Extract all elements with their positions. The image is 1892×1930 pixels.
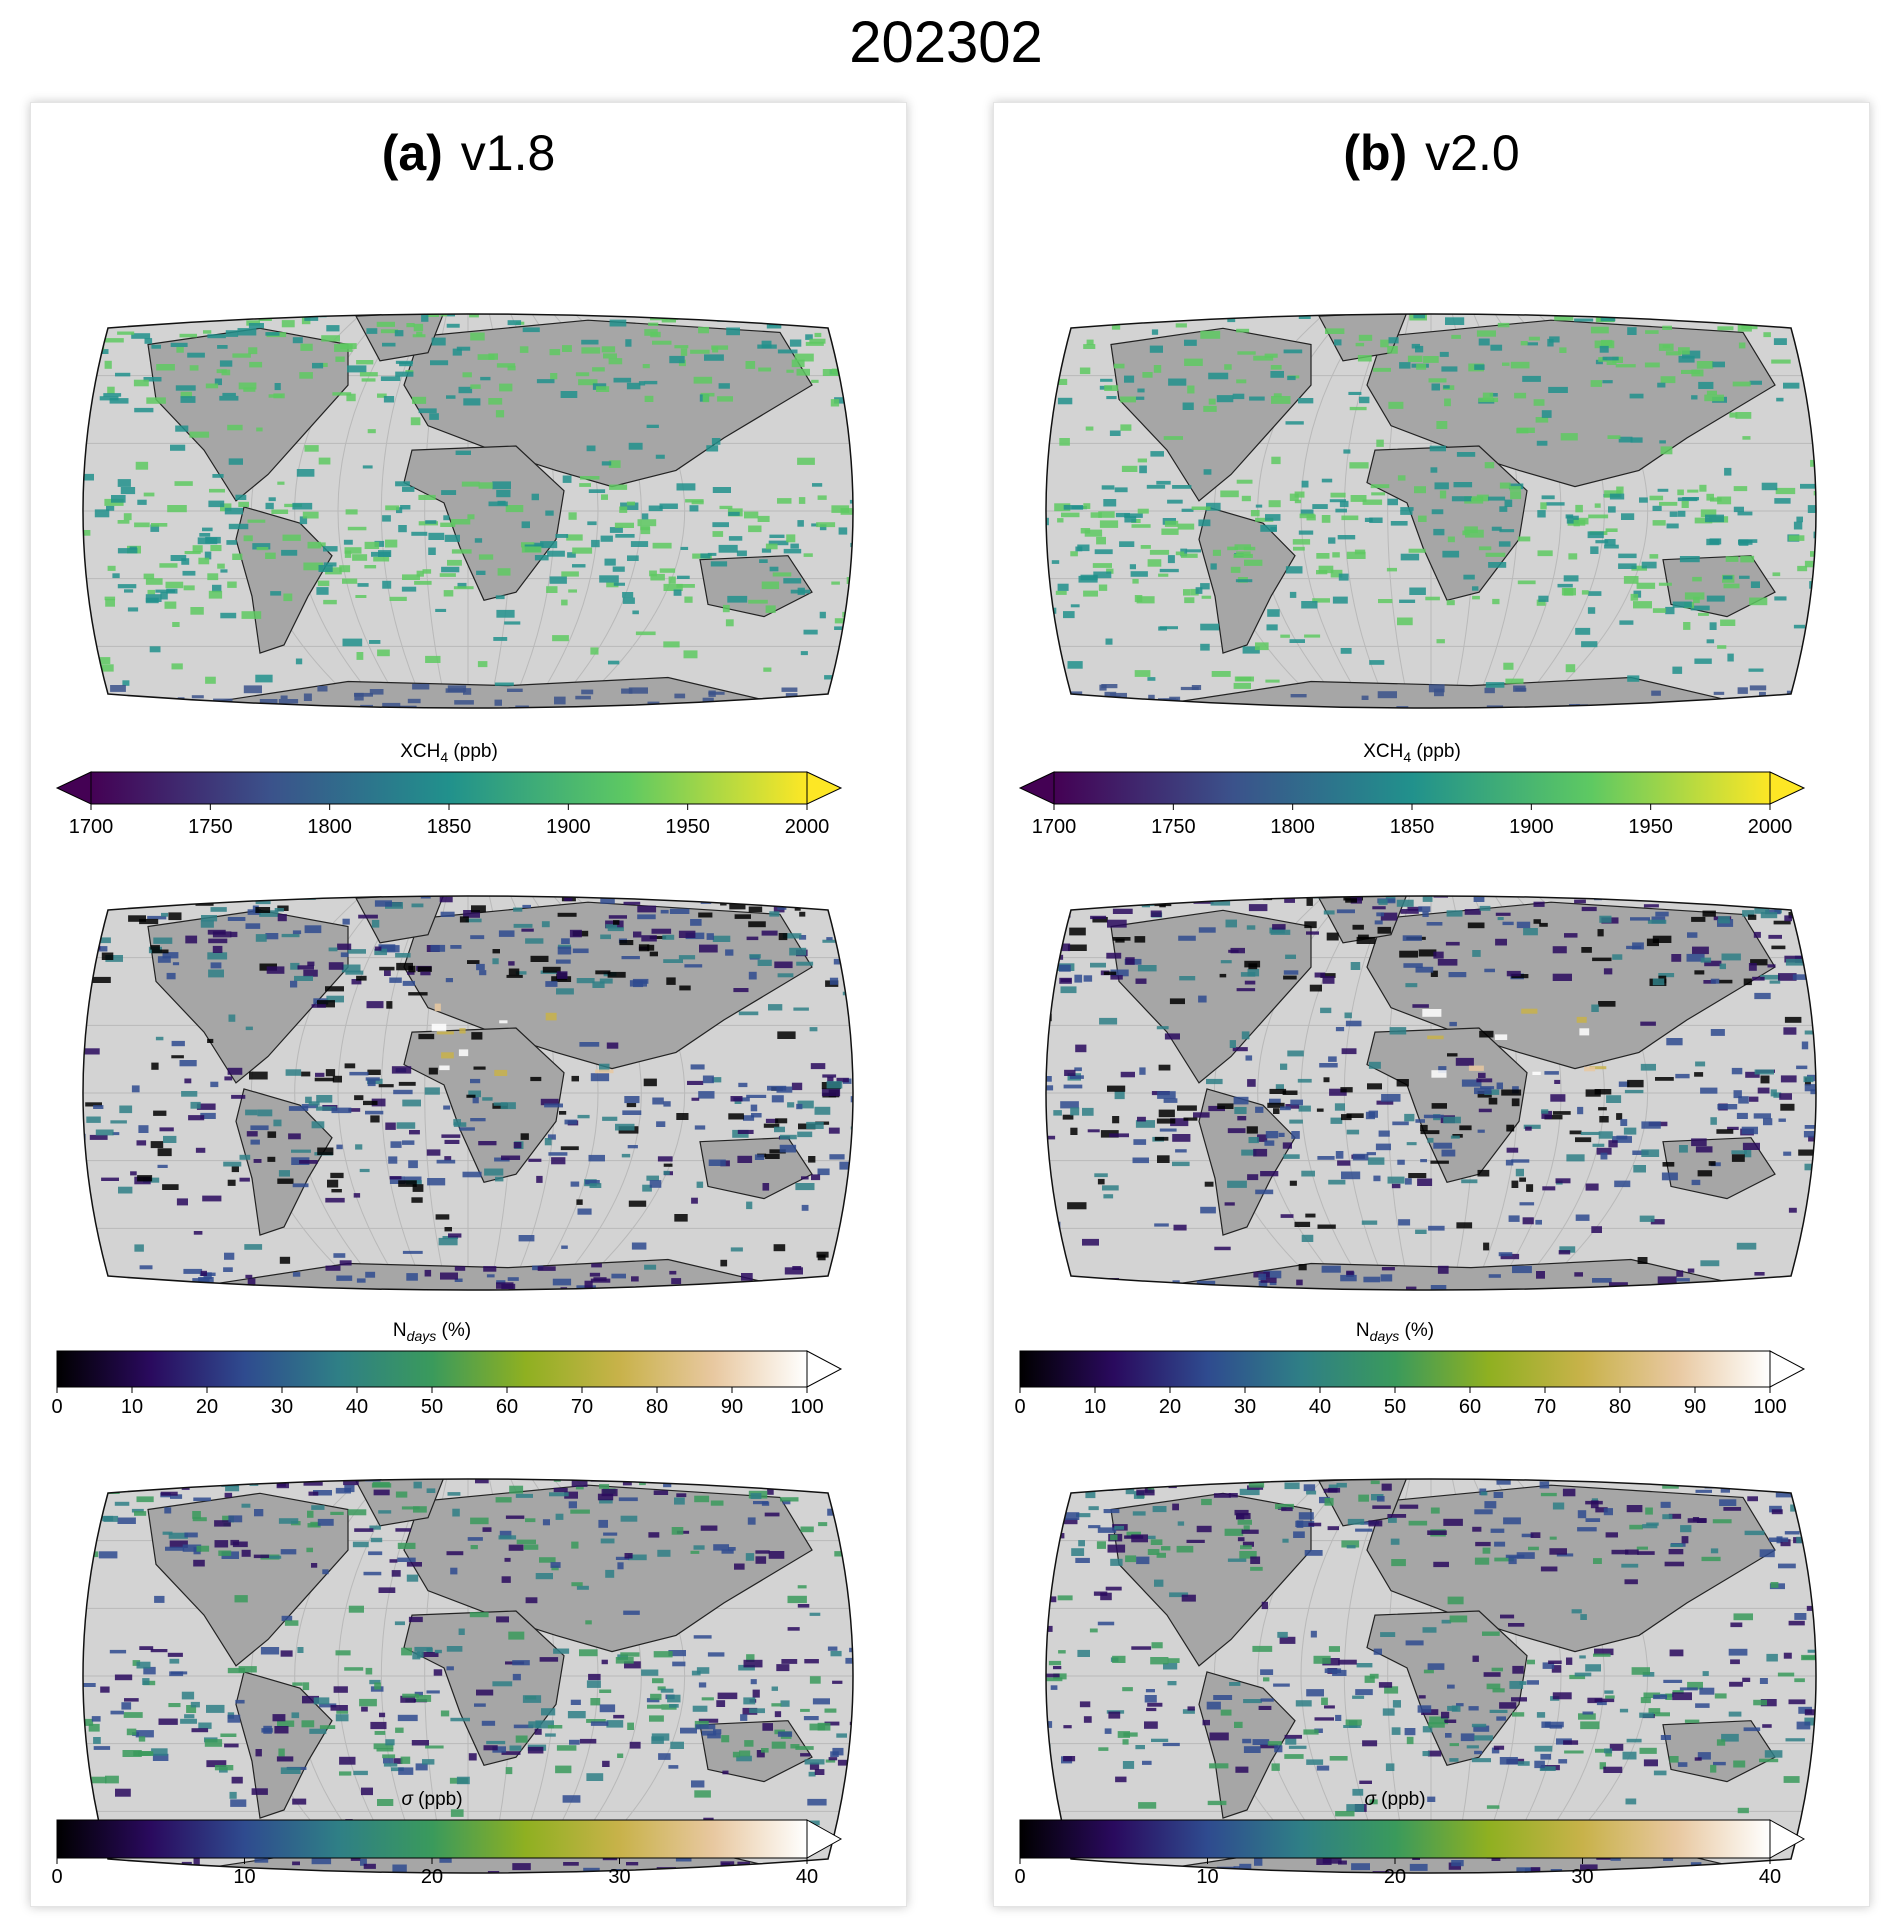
colorbar-extend-max xyxy=(1769,1819,1806,1859)
map-sigma xyxy=(82,1478,854,1874)
colorbar-label: XCH4 (ppb) xyxy=(1363,741,1461,765)
panel-tag: (a) xyxy=(381,125,443,181)
colorbar-extend-max xyxy=(806,1350,843,1388)
colorbar-tick-label: 20 xyxy=(1159,1396,1181,1418)
colorbar-extend-min xyxy=(55,771,92,805)
colorbar-tick-label: 1750 xyxy=(1151,816,1196,838)
colorbar-extend-max xyxy=(806,771,843,805)
colorbar-tick-label: 30 xyxy=(271,1396,293,1418)
colorbar-gradient xyxy=(1019,1819,1771,1859)
colorbar-tick-label: 100 xyxy=(790,1396,823,1418)
panel-version: v1.8 xyxy=(460,125,556,181)
colorbar-tick-label: 1700 xyxy=(1032,816,1077,838)
colorbar-tick-label: 1950 xyxy=(665,816,710,838)
colorbar-sigma: σ (ppb) 0 10 20 30 40 xyxy=(1014,1789,1806,1888)
colorbar-tick-label: 60 xyxy=(496,1396,518,1418)
panel-a: (a) v1.8 XCH4 (ppb) 1700 1750 1800 1850 1900 19… xyxy=(30,102,907,1907)
colorbar-ndays: Ndays (%) 0 10 20 30 40 50 60 70 80 90 100 xyxy=(1014,1320,1806,1418)
colorbar-tick-label: 1800 xyxy=(1270,816,1315,838)
colorbar-tick-label: 40 xyxy=(346,1396,368,1418)
colorbar-xch4: XCH4 (ppb) 1700 1750 1800 1850 1900 1950 2000 xyxy=(55,741,843,838)
colorbar-tick-label: 10 xyxy=(1084,1396,1106,1418)
colorbar-tick-label: 30 xyxy=(608,1866,630,1888)
colorbar-tick-label: 50 xyxy=(1384,1396,1406,1418)
colorbar-tick-label: 60 xyxy=(1459,1396,1481,1418)
panel-a-graphics: XCH4 (ppb)1700 1750 1800 1850 1900 1950 2000Nd… xyxy=(51,313,854,1888)
colorbar-tick-label: 0 xyxy=(1014,1396,1025,1418)
colorbar-ndays: Ndays (%) 0 10 20 30 40 50 60 70 80 90 100 xyxy=(51,1320,843,1418)
panel-b-graphics: XCH4 (ppb)1700 1750 1800 1850 1900 1950 2000Nd… xyxy=(1014,313,1817,1888)
colorbar-label: Ndays (%) xyxy=(1356,1320,1434,1344)
colorbar-tick-label: 1850 xyxy=(427,816,472,838)
colorbar-tick-label: 0 xyxy=(51,1866,62,1888)
colorbar-tick-label: 10 xyxy=(1196,1866,1218,1888)
map-ndays xyxy=(82,895,854,1291)
panel-version: v2.0 xyxy=(1425,125,1520,181)
panel-b-title: (b) v2.0 xyxy=(994,123,1869,183)
colorbar-tick-label: 1900 xyxy=(546,816,591,838)
colorbar-extend-max xyxy=(806,1819,843,1859)
colorbar-tick-label: 70 xyxy=(1534,1396,1556,1418)
colorbar-tick-label: 40 xyxy=(1309,1396,1331,1418)
colorbar-tick-label: 2000 xyxy=(785,816,830,838)
colorbar-extend-min xyxy=(1018,771,1055,805)
colorbar-tick-label: 30 xyxy=(1571,1866,1593,1888)
colorbar-tick-label: 40 xyxy=(796,1866,818,1888)
colorbar-gradient xyxy=(1053,771,1771,805)
colorbar-gradient xyxy=(56,1819,808,1859)
colorbar-tick-label: 80 xyxy=(646,1396,668,1418)
colorbar-tick-label: 1700 xyxy=(69,816,114,838)
colorbar-tick-label: 20 xyxy=(1384,1866,1406,1888)
colorbar-tick-label: 10 xyxy=(233,1866,255,1888)
colorbar-tick-label: 50 xyxy=(421,1396,443,1418)
colorbar-sigma: σ (ppb) 0 10 20 30 40 xyxy=(51,1789,843,1888)
colorbar-tick-label: 1800 xyxy=(307,816,352,838)
colorbar-tick-label: 0 xyxy=(1014,1866,1025,1888)
colorbar-tick-label: 1750 xyxy=(188,816,233,838)
colorbar-xch4: XCH4 (ppb) 1700 1750 1800 1850 1900 1950 2000 xyxy=(1018,741,1806,838)
colorbar-tick-label: 90 xyxy=(1684,1396,1706,1418)
panel-b: (b) v2.0 XCH4 (ppb) 1700 1750 1800 1850 1900 19… xyxy=(993,102,1870,1907)
map-xch4 xyxy=(82,313,854,709)
colorbar-tick-label: 0 xyxy=(51,1396,62,1418)
panel-tag: (b) xyxy=(1343,125,1408,181)
colorbar-label: XCH4 (ppb) xyxy=(400,741,498,765)
colorbar-tick-label: 100 xyxy=(1753,1396,1786,1418)
colorbar-tick-label: 30 xyxy=(1234,1396,1256,1418)
colorbar-tick-label: 20 xyxy=(421,1866,443,1888)
panel-a-title: (a) v1.8 xyxy=(31,123,906,183)
colorbar-tick-label: 10 xyxy=(121,1396,143,1418)
colorbar-tick-label: 80 xyxy=(1609,1396,1631,1418)
colorbar-gradient xyxy=(1019,1350,1771,1388)
colorbar-tick-label: 1900 xyxy=(1509,816,1554,838)
colorbar-tick-label: 1950 xyxy=(1628,816,1673,838)
colorbar-gradient xyxy=(90,771,808,805)
colorbar-gradient xyxy=(56,1350,808,1388)
colorbar-tick-label: 2000 xyxy=(1748,816,1793,838)
figure-title: 202302 xyxy=(849,10,1043,75)
map-ndays xyxy=(1045,895,1817,1291)
colorbar-tick-label: 90 xyxy=(721,1396,743,1418)
colorbar-label: σ (ppb) xyxy=(401,1789,462,1810)
colorbar-label: σ (ppb) xyxy=(1364,1789,1425,1810)
colorbar-tick-label: 70 xyxy=(571,1396,593,1418)
colorbar-tick-label: 40 xyxy=(1759,1866,1781,1888)
colorbar-extend-max xyxy=(1769,1350,1806,1388)
colorbar-tick-label: 20 xyxy=(196,1396,218,1418)
colorbar-label: Ndays (%) xyxy=(393,1320,471,1344)
colorbar-extend-max xyxy=(1769,771,1806,805)
colorbar-tick-label: 1850 xyxy=(1390,816,1435,838)
map-xch4 xyxy=(1045,313,1817,709)
map-sigma xyxy=(1045,1478,1817,1874)
